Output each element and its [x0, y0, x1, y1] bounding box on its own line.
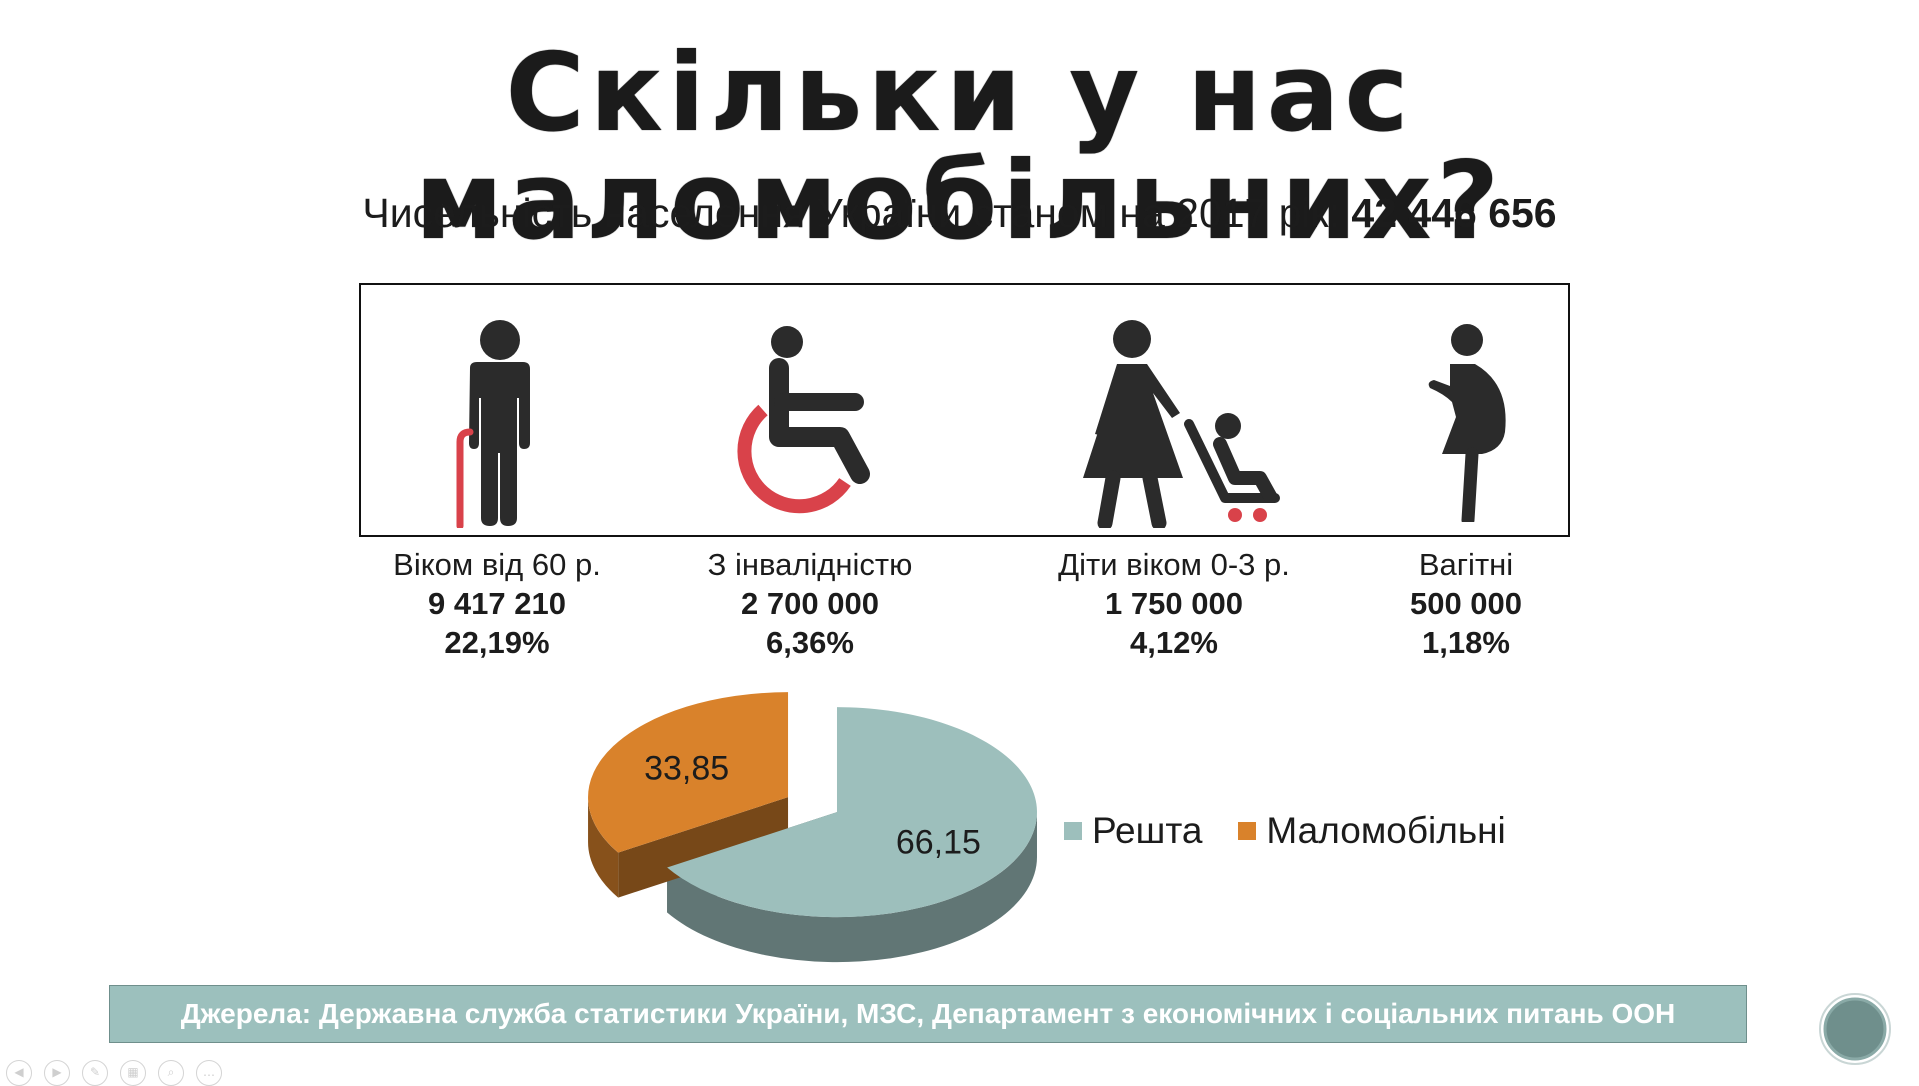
category-count: 2 700 000	[741, 586, 879, 621]
slide-nav-button[interactable]	[1818, 992, 1892, 1066]
population-subtitle: Чисельність населення України станом на …	[0, 193, 1919, 234]
category-count: 500 000	[1409, 586, 1523, 621]
next-icon[interactable]: ▶	[44, 1060, 70, 1086]
category-children: Діти віком 0-3 р. 1 750 000 4,12%	[1014, 545, 1334, 662]
category-label: З інвалідністю	[707, 547, 913, 582]
category-percent: 1,18%	[1422, 625, 1510, 660]
category-count: 9 417 210	[428, 586, 566, 621]
wheelchair-icon	[737, 326, 870, 514]
category-percent: 6,36%	[766, 625, 854, 660]
pie-slice	[667, 707, 1037, 918]
category-pregnant: Вагітні 500 000 1,18%	[1306, 545, 1626, 662]
population-total: 42 446 656	[1351, 190, 1557, 236]
category-count: 1 750 000	[1105, 586, 1243, 621]
slides-icon[interactable]: ▦	[120, 1060, 146, 1086]
chart-legend: Решта Маломобільні	[1064, 810, 1542, 852]
legend-swatch	[1238, 822, 1257, 840]
pie-data-label: 33,85	[644, 750, 729, 788]
pie-slice-side	[618, 797, 789, 898]
category-label: Віком від 60 р.	[393, 547, 601, 582]
pie-slice-wall	[667, 812, 1037, 963]
pregnant-woman-icon	[1428, 324, 1506, 522]
legend-swatch	[1064, 822, 1082, 840]
source-bar: Джерела: Державна служба статистики Укра…	[109, 985, 1747, 1043]
category-disability: З інвалідністю 2 700 000 6,36%	[650, 545, 970, 662]
category-percent: 22,19%	[444, 625, 550, 660]
pie-data-label: 66,15	[896, 824, 981, 862]
icons-frame	[359, 283, 1570, 537]
category-percent: 4,12%	[1130, 625, 1218, 660]
pie-chart: 66,15 33,85	[588, 692, 1037, 963]
zoom-icon[interactable]: ⌕	[158, 1060, 184, 1086]
pen-icon[interactable]: ✎	[82, 1060, 108, 1086]
elderly-person-with-cane-icon	[456, 320, 530, 528]
legend-label: Решта	[1092, 810, 1203, 851]
subtitle-text: Чисельність населення України станом на …	[362, 190, 1340, 236]
category-label: Вагітні	[1418, 547, 1514, 582]
legend-item-rest: Решта	[1064, 810, 1202, 852]
presenter-toolbar: ◀ ▶ ✎ ▦ ⌕ …	[6, 1060, 234, 1086]
category-elderly: Віком від 60 р. 9 417 210 22,19%	[337, 545, 657, 662]
legend-label: Маломобільні	[1266, 810, 1506, 851]
legend-item-low-mobility: Маломобільні	[1238, 810, 1506, 852]
slide-title: Скільки у нас маломобільних?	[414, 31, 1505, 264]
pie-slice	[588, 692, 789, 853]
more-icon[interactable]: …	[196, 1060, 222, 1086]
category-label: Діти віком 0-3 р.	[1058, 547, 1290, 582]
prev-icon[interactable]: ◀	[6, 1060, 32, 1086]
pie-slice-wall	[588, 797, 619, 898]
woman-with-stroller-icon	[1083, 320, 1280, 528]
